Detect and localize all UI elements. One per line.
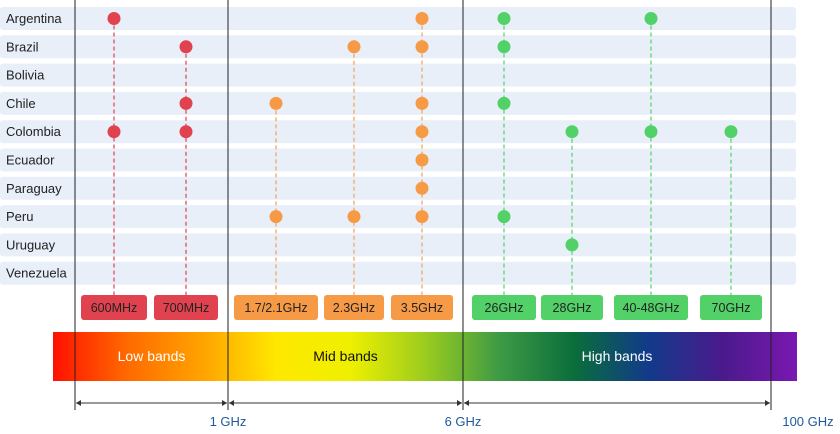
- country-row-bg: [0, 261, 796, 285]
- country-row-bg: [0, 233, 796, 257]
- country-row-bg: [0, 176, 796, 200]
- dot-paraguay-3-5ghz: [415, 181, 429, 195]
- dot-colombia-600mhz: [107, 125, 121, 139]
- dot-peru-1-7-2-1ghz: [269, 210, 283, 224]
- badge-70ghz: [700, 295, 762, 320]
- badge-1-7-2-1ghz: [234, 295, 318, 320]
- dot-chile-700mhz: [179, 96, 193, 110]
- badge-label-3-5ghz: 3.5GHz: [401, 301, 443, 315]
- group-label-mid: Mid bands: [313, 348, 378, 364]
- spectrum-bar: Low bands Mid bands High bands: [53, 332, 797, 381]
- country-row-bg: [0, 205, 796, 229]
- badge-28ghz: [541, 295, 603, 320]
- band-dividers: [74, 0, 772, 410]
- dot-chile-1-7-2-1ghz: [269, 96, 283, 110]
- badge-label-26ghz: 26GHz: [485, 301, 524, 315]
- country-row-bg: [0, 7, 796, 30]
- country-row-bg: [0, 35, 796, 59]
- country-label-bolivia: Bolivia: [6, 68, 45, 83]
- axis-arrow-right: [457, 400, 462, 406]
- badge-label-2-3ghz: 2.3GHz: [333, 301, 375, 315]
- badge-3-5ghz: [391, 295, 453, 320]
- dot-argentina-600mhz: [107, 12, 121, 25]
- dot-brazil-26ghz: [497, 40, 511, 54]
- badge-40-48ghz: [614, 295, 688, 320]
- dot-colombia-700mhz: [179, 125, 193, 139]
- axis-arrow-left: [76, 400, 81, 406]
- badge-600mhz: [81, 295, 147, 320]
- dot-chile-26ghz: [497, 96, 511, 110]
- band-connector-lines: [113, 18, 732, 295]
- country-row-bg: [0, 148, 796, 172]
- country-label-peru: Peru: [6, 209, 33, 224]
- badge-label-40-48ghz: 40-48GHz: [623, 301, 680, 315]
- spectrum-gradient-bar: [53, 332, 797, 381]
- dot-brazil-2-3ghz: [347, 40, 361, 54]
- country-label-ecuador: Ecuador: [6, 153, 55, 168]
- dot-colombia-70ghz: [724, 125, 738, 139]
- dot-peru-2-3ghz: [347, 210, 361, 224]
- badge-26ghz: [472, 295, 536, 320]
- badge-label-700mhz: 700MHz: [163, 301, 210, 315]
- country-label-colombia: Colombia: [6, 124, 62, 139]
- dot-colombia-28ghz: [565, 125, 579, 139]
- badge-700mhz: [154, 295, 218, 320]
- country-label-paraguay: Paraguay: [6, 181, 62, 196]
- axis-arrow-right: [765, 400, 770, 406]
- frequency-axis: 1 GHz 6 GHz 100 GHz: [76, 400, 834, 429]
- axis-arrow-left: [464, 400, 469, 406]
- badge-label-1-7-2-1ghz: 1.7/2.1GHz: [244, 301, 307, 315]
- dot-brazil-3-5ghz: [415, 40, 429, 54]
- dot-ecuador-3-5ghz: [415, 153, 429, 167]
- country-label-chile: Chile: [6, 96, 36, 111]
- dot-argentina-40-48ghz: [644, 12, 658, 25]
- dot-uruguay-28ghz: [565, 238, 579, 252]
- badge-label-600mhz: 600MHz: [91, 301, 138, 315]
- badge-2-3ghz: [324, 295, 384, 320]
- allocation-dots: [107, 12, 738, 252]
- badge-label-70ghz: 70GHz: [712, 301, 751, 315]
- axis-arrow-left: [229, 400, 234, 406]
- axis-label-100-ghz: 100 GHz: [782, 414, 833, 429]
- dot-chile-3-5ghz: [415, 96, 429, 110]
- country-row-bg: [0, 63, 796, 87]
- dot-peru-26ghz: [497, 210, 511, 224]
- axis-label-1-ghz: 1 GHz: [210, 414, 247, 429]
- axis-label-6-ghz: 6 GHz: [445, 414, 482, 429]
- country-label-uruguay: Uruguay: [6, 237, 56, 252]
- group-label-low: Low bands: [118, 348, 186, 364]
- country-label-brazil: Brazil: [6, 39, 39, 54]
- country-rows: Argentina Brazil Bolivia Chile Colombia Ecuad…: [0, 7, 796, 285]
- group-label-high: High bands: [582, 348, 653, 364]
- country-row-bg: [0, 91, 796, 115]
- country-label-argentina: Argentina: [6, 11, 62, 26]
- dot-argentina-26ghz: [497, 12, 511, 25]
- badge-label-28ghz: 28GHz: [553, 301, 592, 315]
- country-label-venezuela: Venezuela: [6, 266, 67, 281]
- dot-argentina-3-5ghz: [415, 12, 429, 25]
- dot-brazil-700mhz: [179, 40, 193, 54]
- band-badges: 600MHz 700MHz 1.7/2.1GHz 2.3GHz 3.5GHz 26GHz 2…: [81, 295, 762, 320]
- axis-arrow-right: [222, 400, 227, 406]
- dot-peru-3-5ghz: [415, 210, 429, 224]
- dot-colombia-3-5ghz: [415, 125, 429, 139]
- dot-colombia-40-48ghz: [644, 125, 658, 139]
- country-row-bg: [0, 120, 796, 144]
